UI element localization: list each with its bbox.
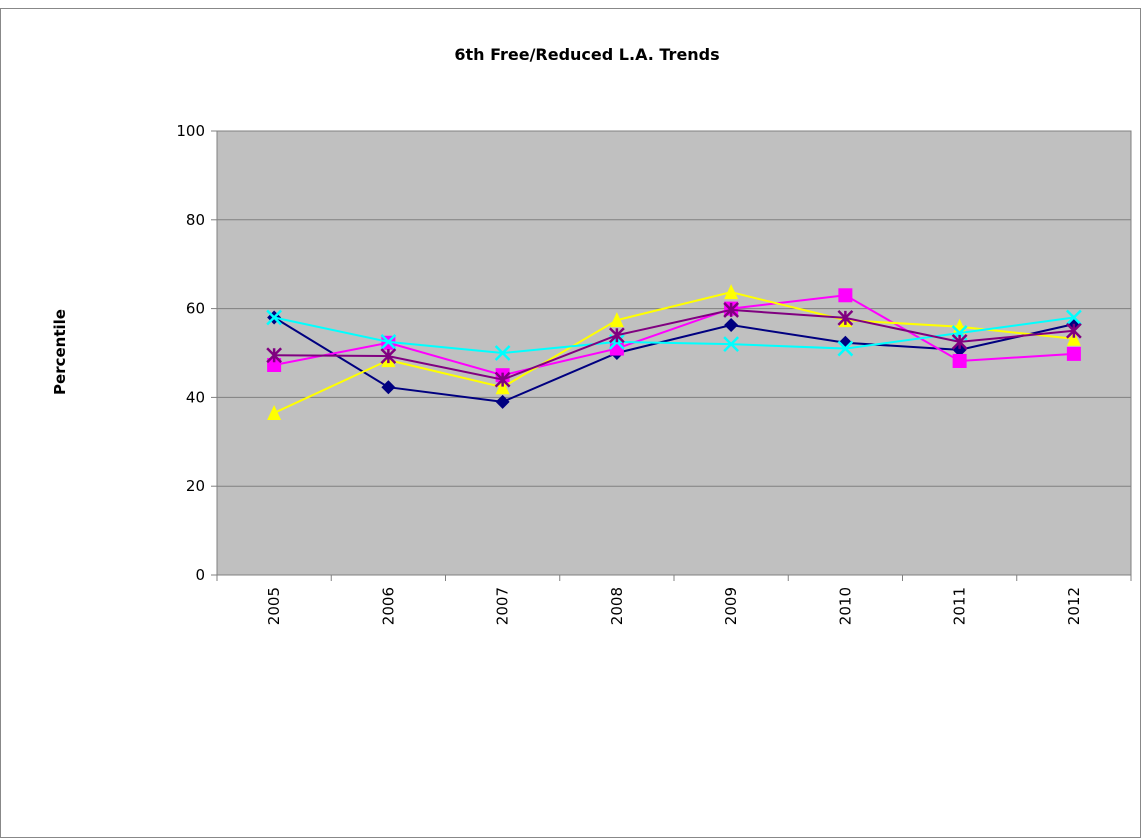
x-tick-label: 2011 — [951, 587, 969, 625]
marker — [723, 336, 740, 353]
x-tick-label: 2010 — [836, 587, 854, 625]
marker — [837, 340, 854, 357]
y-tick-label: 40 — [186, 388, 205, 406]
y-tick-label: 0 — [195, 566, 205, 584]
marker — [494, 345, 511, 361]
y-tick-label: 100 — [176, 122, 205, 140]
marker — [380, 334, 397, 350]
series-line — [273, 316, 1075, 403]
marker — [608, 327, 625, 344]
marker — [267, 357, 282, 372]
marker — [952, 353, 967, 368]
marker — [837, 310, 854, 326]
marker — [380, 348, 397, 364]
marker — [723, 302, 740, 318]
x-tick-label: 2012 — [1065, 587, 1083, 625]
marker — [494, 371, 511, 388]
y-tick-label: 20 — [186, 477, 205, 495]
marker — [266, 347, 283, 364]
marker — [1065, 322, 1082, 339]
y-tick-label: 80 — [186, 211, 205, 229]
marker — [266, 309, 283, 326]
chart-title: 6th Free/Reduced L.A. Trends — [454, 45, 719, 64]
marker — [1066, 330, 1081, 346]
series-line — [274, 308, 1074, 381]
y-tick-label: 60 — [186, 300, 205, 318]
x-tick-label: 2007 — [494, 587, 512, 625]
marker — [724, 284, 739, 300]
x-tick-label: 2009 — [722, 587, 740, 625]
marker — [609, 312, 624, 328]
y-axis-label: Percentile — [51, 309, 69, 395]
marker — [267, 404, 282, 420]
series-line — [273, 294, 1074, 377]
marker — [495, 379, 510, 395]
series-line — [273, 291, 1074, 414]
series-line — [273, 316, 1075, 355]
marker — [724, 318, 739, 333]
marker — [1066, 346, 1081, 361]
x-tick-label: 2006 — [379, 587, 397, 625]
x-tick-label: 2005 — [265, 587, 283, 625]
marker — [381, 380, 396, 395]
x-tick-label: 2008 — [608, 587, 626, 625]
marker — [1065, 309, 1082, 326]
plot-area — [216, 130, 1132, 576]
marker — [838, 288, 853, 303]
marker — [495, 394, 510, 409]
marker — [951, 334, 968, 350]
